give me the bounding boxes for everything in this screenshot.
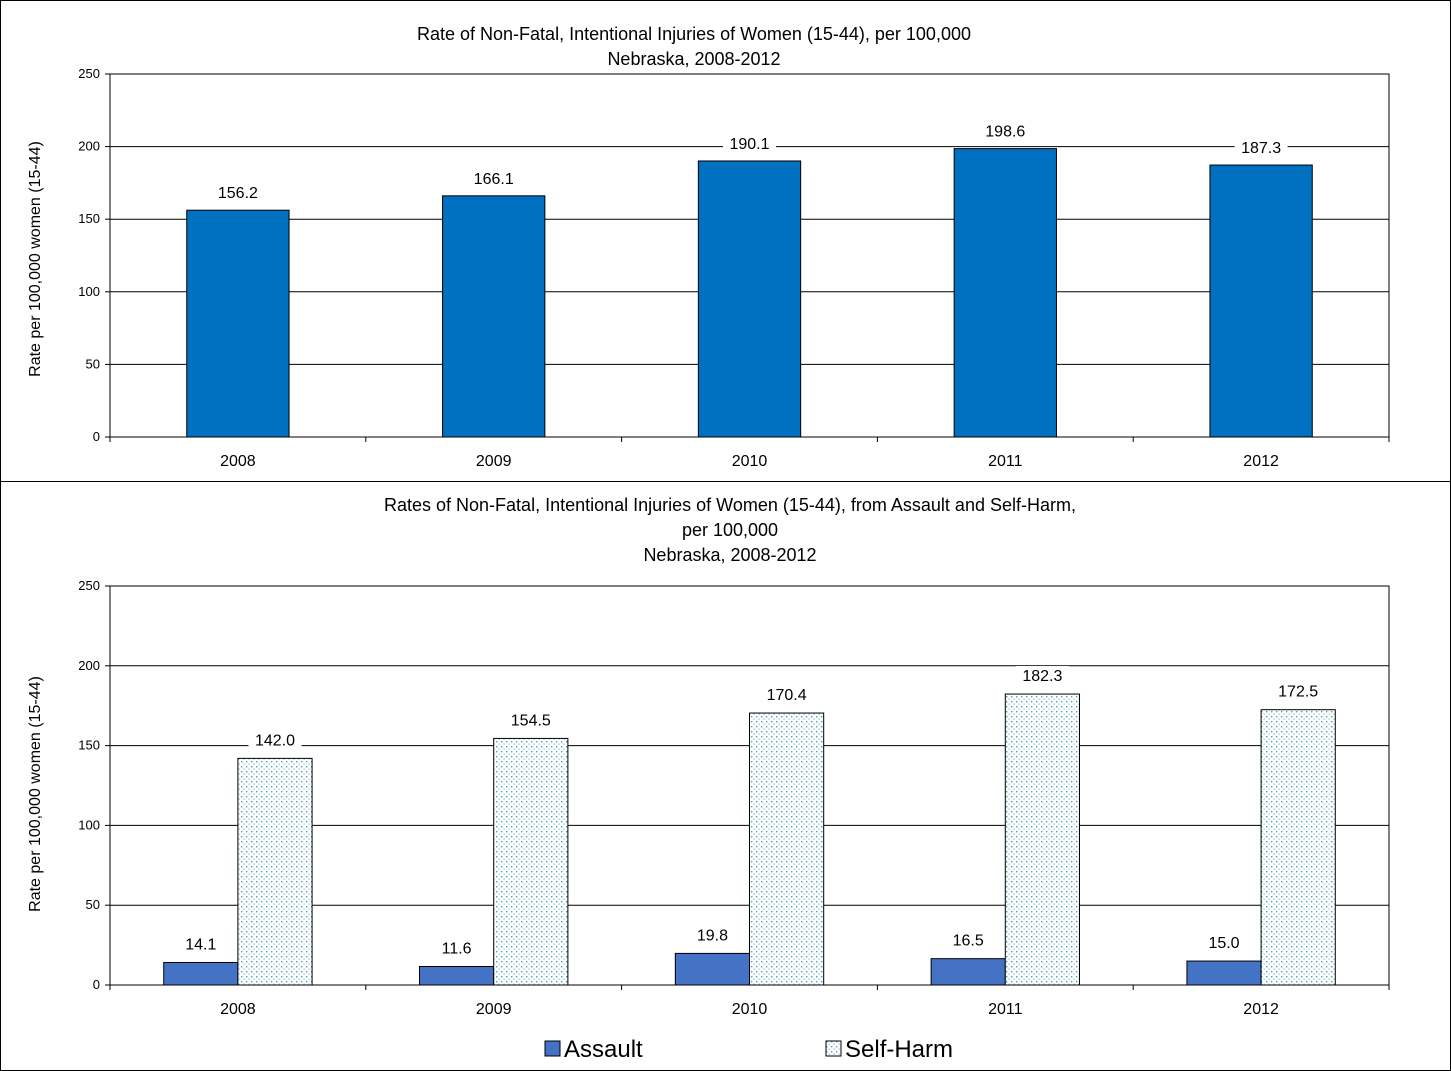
- chart2-y-tick-label: 50: [86, 897, 100, 912]
- chart2-data-label-bg: [946, 930, 991, 950]
- chart2-bar-assault-2009: [419, 965, 495, 986]
- chart2-x-tick-label: 2011: [988, 1001, 1023, 1018]
- chart2-bar-assault-2008: [163, 961, 239, 986]
- chart2-bar-self-harm-2008: [237, 757, 313, 986]
- chart2-data-label-bg: [248, 730, 302, 750]
- chart2-data-label-assault-2008: 14.1: [185, 936, 216, 953]
- chart2-data-label-bg: [690, 925, 735, 945]
- chart1-y-tick-label: 150: [78, 211, 100, 226]
- chart1-data-label-bg: [723, 133, 776, 153]
- chart2-y-tick-label: 200: [78, 658, 100, 673]
- chart2-data-label-self-harm-2009: 154.5: [511, 712, 551, 729]
- chart2-data-label-assault-2011: 16.5: [953, 933, 984, 950]
- chart2-data-label-bg: [1271, 681, 1325, 701]
- chart1-title-line-1: Rate of Non-Fatal, Intentional Injuries …: [417, 24, 971, 44]
- chart1-bar-2010: [697, 160, 802, 438]
- chart2-y-tick-label: 100: [78, 817, 100, 832]
- chart2-x-tick-label: 2010: [732, 1001, 768, 1018]
- chart1-y-tick-label: 0: [93, 429, 100, 444]
- chart2-x-tick-label: 2009: [476, 1001, 512, 1018]
- chart1-x-tick-label: 2008: [220, 453, 256, 470]
- legend-swatch-assault: [544, 1040, 561, 1057]
- chart2-data-label-assault-2010: 19.8: [697, 927, 728, 944]
- chart2-data-label-assault-2009: 11.6: [442, 940, 472, 957]
- chart2-data-label-self-harm-2012: 172.5: [1278, 684, 1318, 701]
- chart1-x-tick-label: 2010: [732, 453, 768, 470]
- chart2-title-line-2: per 100,000: [682, 520, 778, 540]
- chart2-bar-assault-2011: [930, 958, 1006, 986]
- total-injuries-chart: Rate of Non-Fatal, Intentional Injuries …: [27, 24, 1390, 470]
- chart2-data-label-self-harm-2011: 182.3: [1022, 668, 1062, 685]
- chart2-title-line-3: Nebraska, 2008-2012: [643, 545, 816, 565]
- chart1-y-tick-label: 250: [78, 66, 100, 81]
- chart2-data-label-bg: [1015, 666, 1069, 686]
- chart2-bar-self-harm-2011: [1004, 693, 1080, 986]
- chart1-bar-2009: [442, 195, 546, 438]
- chart2-x-tick-label: 2012: [1243, 1001, 1279, 1018]
- chart2-data-label-bg: [1202, 933, 1247, 953]
- chart2-bar-self-harm-2010: [749, 712, 825, 986]
- chart1-data-label-2008: 156.2: [218, 185, 258, 202]
- chart2-data-label-self-harm-2010: 170.4: [767, 687, 807, 704]
- chart2-title-line-1: Rates of Non-Fatal, Intentional Injuries…: [384, 495, 1076, 515]
- chart1-y-tick-label: 200: [78, 139, 100, 154]
- chart2-data-label-bg: [434, 938, 479, 958]
- chart1-data-label-bg: [467, 168, 521, 188]
- chart1-data-label-2011: 198.6: [985, 124, 1025, 141]
- chart2-y-tick-label: 150: [78, 738, 100, 753]
- chart1-x-tick-label: 2009: [476, 453, 512, 470]
- chart2-bar-self-harm-2012: [1260, 709, 1336, 986]
- legend: Assault Self-Harm: [544, 1036, 953, 1063]
- chart2-y-axis-label: Rate per 100,000 women (15-44): [27, 676, 44, 912]
- legend-label-assault: Assault: [564, 1036, 643, 1063]
- chart2-data-label-bg: [178, 934, 223, 954]
- chart1-x-tick-label: 2012: [1243, 453, 1279, 470]
- chart1-y-tick-label: 100: [78, 284, 100, 299]
- chart1-y-axis-label: Rate per 100,000 women (15-44): [27, 141, 44, 377]
- chart2-x-tick-label: 2008: [220, 1001, 256, 1018]
- legend-swatch-self-harm: [825, 1040, 842, 1057]
- chart1-data-label-bg: [1234, 138, 1288, 158]
- chart1-x-tick-label: 2011: [988, 453, 1023, 470]
- chart1-data-label-2012: 187.3: [1241, 140, 1281, 157]
- chart2-bar-assault-2012: [1186, 960, 1262, 986]
- assault-selfharm-chart: Rates of Non-Fatal, Intentional Injuries…: [27, 495, 1390, 1063]
- chart1-data-label-2010: 190.1: [729, 136, 769, 153]
- chart2-data-label-bg: [760, 685, 814, 705]
- chart1-data-label-bg: [211, 183, 265, 203]
- chart1-bar-2011: [953, 148, 1057, 438]
- chart2-data-label-assault-2012: 15.0: [1208, 935, 1239, 952]
- legend-label-self-harm: Self-Harm: [845, 1036, 953, 1063]
- chart1-data-label-bg: [978, 121, 1032, 141]
- chart1-bar-2012: [1209, 164, 1313, 438]
- chart1-bar-2008: [186, 209, 290, 438]
- chart1-y-tick-label: 50: [86, 356, 100, 371]
- chart1-title-line-2: Nebraska, 2008-2012: [607, 49, 780, 69]
- chart2-bar-assault-2010: [674, 952, 750, 986]
- chart2-bar-self-harm-2009: [493, 737, 569, 986]
- chart2-y-tick-label: 0: [93, 977, 100, 992]
- chart2-data-label-bg: [504, 710, 558, 730]
- chart2-y-tick-label: 250: [78, 578, 100, 593]
- chart1-data-label-2009: 166.1: [474, 171, 514, 188]
- chart2-data-label-self-harm-2008: 142.0: [255, 732, 295, 749]
